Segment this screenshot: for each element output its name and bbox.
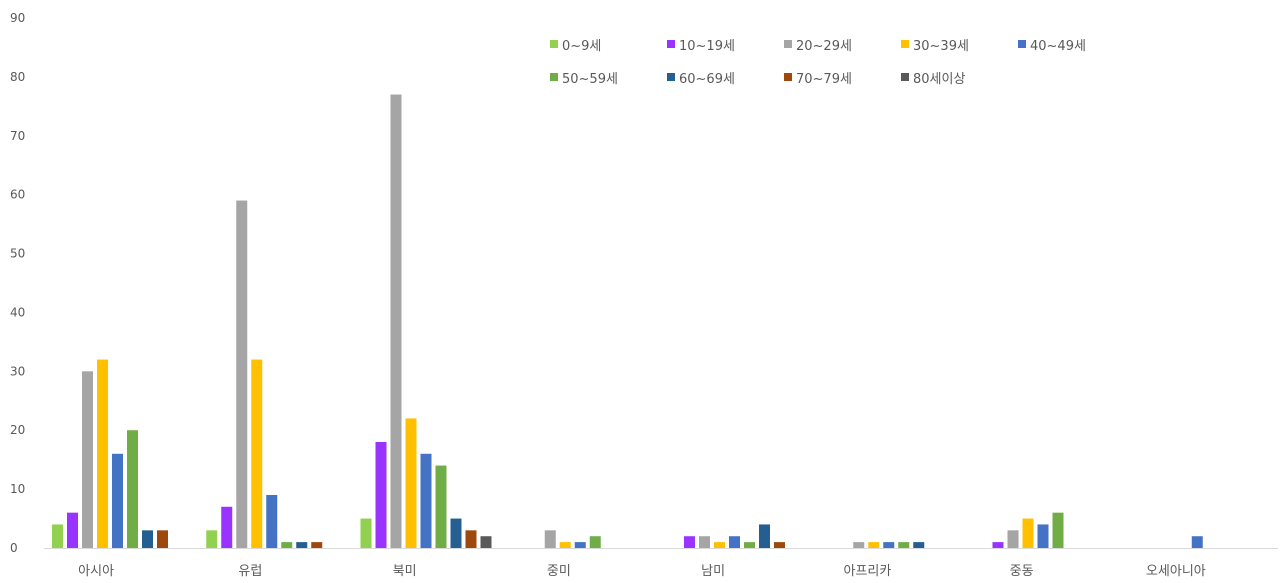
legend: 0~9세 10~19세 20~29세 30~39세 40~49세 50~59세 60~69세… xyxy=(550,39,1086,87)
bar xyxy=(435,465,447,548)
bar xyxy=(544,530,556,548)
legend-label: 30~39세 xyxy=(913,39,969,54)
x-category-label: 중동 xyxy=(1010,564,1034,579)
bar xyxy=(390,94,402,549)
x-category-label: 중미 xyxy=(547,564,571,579)
bar xyxy=(480,536,492,548)
bar xyxy=(1022,518,1034,548)
bar xyxy=(52,524,63,548)
bar xyxy=(589,536,601,548)
bar xyxy=(1191,536,1203,548)
bar xyxy=(1007,530,1019,548)
bar xyxy=(236,200,248,549)
legend-swatch xyxy=(784,40,792,48)
y-tick-label: 40 xyxy=(10,305,25,319)
bar xyxy=(281,542,293,548)
bar xyxy=(883,542,895,548)
bar xyxy=(127,430,138,548)
legend-swatch xyxy=(784,73,792,81)
y-tick-label: 10 xyxy=(10,482,25,496)
bar xyxy=(221,506,233,548)
legend-swatch xyxy=(667,40,675,48)
legend-label: 80세이상 xyxy=(913,72,965,87)
bar xyxy=(868,542,880,548)
bar xyxy=(1052,512,1064,548)
bar xyxy=(360,518,372,548)
legend-swatch xyxy=(901,40,909,48)
y-tick-label: 70 xyxy=(10,129,25,143)
x-category-label: 유럽 xyxy=(238,564,262,579)
bar xyxy=(465,530,477,548)
bar-group xyxy=(52,94,1203,549)
bar xyxy=(853,542,865,548)
y-tick-label: 20 xyxy=(10,423,25,437)
bar xyxy=(729,536,740,548)
bar xyxy=(714,542,725,548)
bar xyxy=(574,542,586,548)
x-category-label: 아시아 xyxy=(78,564,114,579)
bar xyxy=(82,371,93,548)
bar xyxy=(97,359,108,548)
bar xyxy=(450,518,462,548)
legend-swatch xyxy=(550,73,558,81)
bar xyxy=(112,453,123,548)
x-category-label: 남미 xyxy=(701,564,725,579)
legend-swatch xyxy=(1018,40,1026,48)
bar xyxy=(559,542,571,548)
x-axis-category-labels: 아시아 유럽 북미 중미 남미 아프리카 중동 오세아니아 xyxy=(78,564,1206,579)
bar xyxy=(898,542,910,548)
bar xyxy=(206,530,218,548)
bar xyxy=(699,536,710,548)
bar xyxy=(1037,524,1049,548)
bar xyxy=(266,495,278,548)
bar xyxy=(405,418,417,548)
legend-swatch xyxy=(901,73,909,81)
y-axis-tick-labels: 0 10 20 30 40 50 60 70 80 90 xyxy=(10,11,25,555)
y-tick-label: 80 xyxy=(10,70,25,84)
x-category-label: 오세아니아 xyxy=(1146,564,1206,579)
bar xyxy=(251,359,263,548)
legend-label: 20~29세 xyxy=(796,39,852,54)
bar xyxy=(67,512,78,548)
bar xyxy=(420,453,432,548)
legend-swatch xyxy=(667,73,675,81)
bar xyxy=(142,530,153,548)
y-tick-label: 0 xyxy=(10,541,18,555)
legend-label: 0~9세 xyxy=(562,39,601,54)
y-tick-label: 50 xyxy=(10,247,25,261)
x-category-label: 아프리카 xyxy=(843,564,891,579)
bar xyxy=(157,530,168,548)
y-tick-label: 60 xyxy=(10,188,25,202)
y-tick-label: 90 xyxy=(10,11,25,25)
x-category-label: 북미 xyxy=(393,564,417,579)
legend-label: 10~19세 xyxy=(679,39,735,54)
bar xyxy=(744,542,755,548)
legend-label: 40~49세 xyxy=(1030,39,1086,54)
bar xyxy=(992,542,1004,548)
legend-label: 70~79세 xyxy=(796,72,852,87)
bar xyxy=(311,542,323,548)
y-tick-label: 30 xyxy=(10,364,25,378)
legend-label: 50~59세 xyxy=(562,72,618,87)
legend-swatch xyxy=(550,40,558,48)
bar xyxy=(913,542,925,548)
legend-label: 60~69세 xyxy=(679,72,735,87)
bar xyxy=(296,542,308,548)
bar xyxy=(375,442,387,548)
bar xyxy=(684,536,695,548)
bar xyxy=(759,524,770,548)
bar xyxy=(774,542,785,548)
